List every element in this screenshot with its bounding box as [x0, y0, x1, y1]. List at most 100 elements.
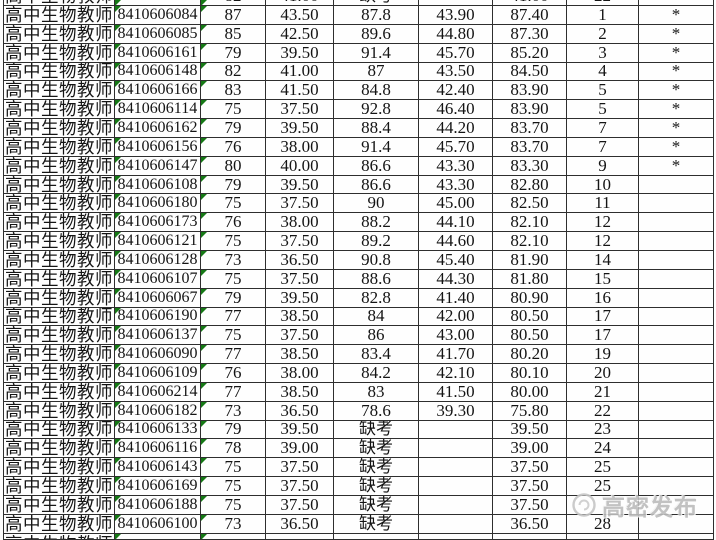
cell-exam-id[interactable]: 8410606114 — [115, 100, 201, 120]
cell-score2-weighted[interactable]: 42.10 — [419, 364, 493, 383]
cell-score1[interactable]: 73 — [201, 514, 266, 534]
cell-score1[interactable]: 75 — [201, 100, 266, 120]
cell-score1[interactable]: 75 — [201, 495, 266, 515]
cell-total-score[interactable]: 84.50 — [493, 62, 567, 82]
cell-score1[interactable]: 79 — [201, 119, 266, 138]
cell-rank[interactable]: 5 — [567, 100, 639, 120]
cell-score1[interactable] — [201, 533, 266, 540]
cell-score2-weighted[interactable]: 45.00 — [419, 194, 493, 214]
cell-score2-weighted[interactable]: 45.70 — [419, 43, 493, 63]
cell-score1-weighted[interactable]: 38.50 — [266, 345, 334, 365]
cell-score1-weighted[interactable]: 36.50 — [266, 401, 334, 421]
cell-total-score[interactable]: 36.50 — [493, 514, 567, 534]
cell-exam-id[interactable]: 8410606067 — [115, 288, 201, 308]
cell-shortlist-mark[interactable]: * — [639, 62, 714, 82]
cell-shortlist-mark[interactable] — [639, 477, 714, 496]
cell-score1[interactable]: 83 — [201, 81, 266, 101]
cell-exam-id[interactable]: 8410606143 — [115, 458, 201, 478]
cell-score2[interactable]: 88.2 — [334, 213, 419, 233]
cell-rank[interactable]: 17 — [567, 307, 639, 327]
cell-exam-id[interactable]: 8410606148 — [115, 62, 201, 82]
cell-score1-weighted[interactable]: 37.50 — [266, 269, 334, 289]
cell-total-score[interactable]: 82.10 — [493, 213, 567, 233]
cell-exam-id[interactable]: 8410606116 — [115, 439, 201, 459]
cell-score1[interactable]: 75 — [201, 194, 266, 214]
cell-shortlist-mark[interactable] — [639, 401, 714, 421]
cell-position[interactable]: 高中生物教师 — [4, 477, 115, 496]
cell-score2-weighted[interactable]: 41.70 — [419, 345, 493, 365]
cell-position[interactable]: 高中生物教师 — [4, 288, 115, 308]
cell-rank[interactable]: 28 — [567, 514, 639, 534]
cell-rank[interactable]: 22 — [567, 401, 639, 421]
cell-position[interactable]: 高中生物教师 — [4, 307, 115, 327]
cell-total-score[interactable]: 39.50 — [493, 420, 567, 440]
cell-score2-weighted[interactable] — [419, 458, 493, 478]
cell-shortlist-mark[interactable] — [639, 420, 714, 440]
cell-exam-id[interactable]: 8410606173 — [115, 213, 201, 233]
cell-total-score[interactable]: 82.10 — [493, 232, 567, 251]
cell-score1[interactable]: 77 — [201, 345, 266, 365]
cell-total-score[interactable]: 80.50 — [493, 326, 567, 346]
cell-score2[interactable]: 83.4 — [334, 345, 419, 365]
cell-position[interactable]: 高中生物教师 — [4, 458, 115, 478]
cell-rank[interactable]: 3 — [567, 43, 639, 63]
cell-score1-weighted[interactable]: 37.50 — [266, 495, 334, 515]
cell-shortlist-mark[interactable] — [639, 439, 714, 459]
cell-score2[interactable] — [334, 533, 419, 540]
cell-position[interactable]: 高中生物教师 — [4, 81, 115, 101]
cell-shortlist-mark[interactable] — [639, 194, 714, 214]
cell-total-score[interactable]: 39.00 — [493, 439, 567, 459]
cell-score2[interactable]: 86 — [334, 326, 419, 346]
cell-position[interactable]: 高中生物教师 — [4, 401, 115, 421]
cell-score2[interactable]: 缺考 — [334, 458, 419, 478]
cell-score1[interactable]: 73 — [201, 250, 266, 270]
cell-score1[interactable]: 87 — [201, 6, 266, 25]
cell-rank[interactable]: 7 — [567, 119, 639, 138]
cell-rank[interactable]: 2 — [567, 24, 639, 44]
cell-position[interactable]: 高中生物教师 — [4, 194, 115, 214]
cell-exam-id[interactable]: 8410606121 — [115, 232, 201, 251]
cell-exam-id[interactable] — [115, 533, 201, 540]
cell-exam-id[interactable]: 8410606109 — [115, 364, 201, 383]
cell-score1[interactable]: 76 — [201, 137, 266, 157]
cell-position[interactable]: 高中生物教师 — [4, 62, 115, 82]
cell-shortlist-mark[interactable] — [639, 307, 714, 327]
cell-total-score[interactable]: 37.50 — [493, 458, 567, 478]
cell-score1[interactable]: 85 — [201, 24, 266, 44]
cell-exam-id[interactable]: 8410606133 — [115, 420, 201, 440]
cell-score1-weighted[interactable]: 39.00 — [266, 439, 334, 459]
cell-total-score[interactable]: 80.00 — [493, 382, 567, 402]
cell-rank[interactable]: 24 — [567, 439, 639, 459]
cell-shortlist-mark[interactable] — [639, 326, 714, 346]
cell-score1-weighted[interactable]: 38.50 — [266, 382, 334, 402]
cell-rank[interactable] — [567, 495, 639, 515]
cell-score1-weighted[interactable]: 39.50 — [266, 175, 334, 195]
cell-shortlist-mark[interactable]: * — [639, 100, 714, 120]
cell-shortlist-mark[interactable]: * — [639, 81, 714, 101]
cell-score2[interactable]: 缺考 — [334, 477, 419, 496]
cell-score2-weighted[interactable]: 44.60 — [419, 232, 493, 251]
cell-score2[interactable]: 87.8 — [334, 6, 419, 25]
cell-total-score[interactable]: 82.80 — [493, 175, 567, 195]
cell-score2-weighted[interactable]: 44.20 — [419, 119, 493, 138]
cell-total-score[interactable]: 80.20 — [493, 345, 567, 365]
cell-shortlist-mark[interactable] — [639, 175, 714, 195]
cell-score1[interactable]: 79 — [201, 43, 266, 63]
cell-rank[interactable]: 10 — [567, 175, 639, 195]
cell-position[interactable]: 高中生物教师 — [4, 175, 115, 195]
cell-score1[interactable]: 76 — [201, 364, 266, 383]
cell-position[interactable]: 高中生物教师 — [4, 213, 115, 233]
cell-shortlist-mark[interactable] — [639, 514, 714, 534]
cell-score2-weighted[interactable] — [419, 533, 493, 540]
cell-exam-id[interactable]: 8410606147 — [115, 156, 201, 176]
cell-score2-weighted[interactable] — [419, 477, 493, 496]
cell-rank[interactable]: 12 — [567, 232, 639, 251]
cell-total-score[interactable]: 37.50 — [493, 477, 567, 496]
cell-shortlist-mark[interactable] — [639, 250, 714, 270]
cell-exam-id[interactable]: 8410606166 — [115, 81, 201, 101]
cell-shortlist-mark[interactable] — [639, 213, 714, 233]
cell-shortlist-mark[interactable]: * — [639, 43, 714, 63]
cell-position[interactable]: 高中生物教师 — [4, 420, 115, 440]
cell-position[interactable]: 高中生物教师 — [4, 382, 115, 402]
cell-score1-weighted[interactable]: 39.50 — [266, 420, 334, 440]
